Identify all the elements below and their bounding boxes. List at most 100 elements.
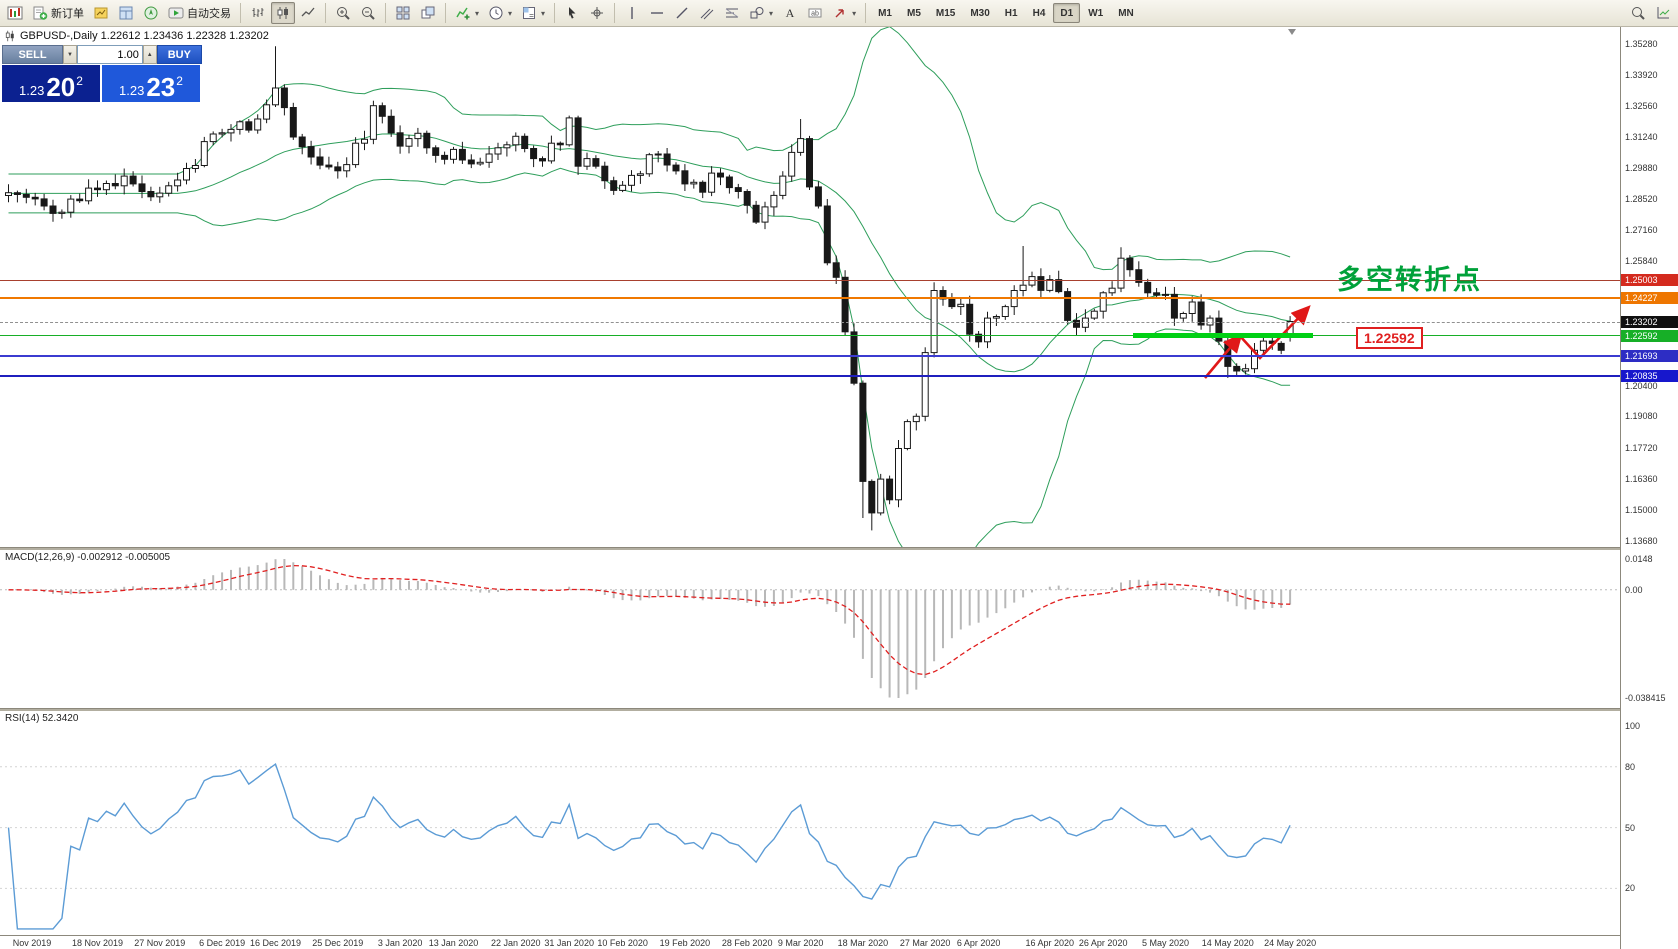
- search-icon[interactable]: [1626, 2, 1650, 24]
- cursor-icon[interactable]: [560, 2, 584, 24]
- rsi-axis-label: 80: [1625, 761, 1636, 772]
- market-watch-icon[interactable]: [89, 2, 113, 24]
- date-axis-label: 31 Jan 2020: [544, 938, 594, 948]
- toolbar-separator: [445, 3, 446, 23]
- annotation-price-label[interactable]: 1.22592: [1356, 327, 1423, 349]
- new-order-button[interactable]: 新订单: [28, 2, 88, 24]
- timeframe-mn[interactable]: MN: [1111, 3, 1141, 23]
- annotation-turning-point[interactable]: 多空转折点: [1337, 265, 1482, 295]
- new-order-label: 新订单: [51, 8, 84, 20]
- channel-tool-icon[interactable]: [695, 2, 719, 24]
- date-axis-label: 16 Apr 2020: [1025, 938, 1075, 948]
- label-tool-icon[interactable]: ab: [803, 2, 827, 24]
- volume-decrease-button[interactable]: ▼: [63, 45, 77, 64]
- hline-1.21693[interactable]: [0, 355, 1620, 358]
- hline-1.22592[interactable]: [0, 335, 1620, 336]
- timeframe-m30[interactable]: M30: [963, 3, 996, 23]
- timeframe-m1[interactable]: M1: [871, 3, 899, 23]
- chart-shift-marker[interactable]: [1288, 29, 1296, 35]
- rsi-pane[interactable]: RSI(14) 52.3420: [0, 710, 1620, 935]
- date-axis-label: 27 Mar 2020: [899, 938, 951, 948]
- sell-price-pipette: 2: [76, 74, 83, 88]
- periods-icon[interactable]: ▾: [484, 2, 516, 24]
- rsi-canvas[interactable]: [0, 710, 1620, 935]
- support-zone-line[interactable]: [1133, 333, 1313, 338]
- toolbar-separator: [554, 3, 556, 23]
- date-axis-label: 28 Feb 2020: [721, 938, 773, 948]
- price-axis[interactable]: 1.35280 1.33920 1.32560 1.31240 1.29880 1.285…: [1620, 27, 1678, 949]
- crosshair-icon[interactable]: [585, 2, 609, 24]
- chart-properties-icon[interactable]: [1651, 2, 1675, 24]
- bar-chart-icon[interactable]: [246, 2, 270, 24]
- date-axis-label: 9 Mar 2020: [777, 938, 824, 948]
- zoom-out-icon[interactable]: [356, 2, 380, 24]
- pane-separator[interactable]: [0, 547, 1678, 550]
- timeframe-h4[interactable]: H4: [1026, 3, 1053, 23]
- bollinger-bands: [8, 27, 1291, 547]
- svg-text:A: A: [786, 6, 795, 20]
- arrows-tool-icon[interactable]: ▾: [828, 2, 860, 24]
- indicators-icon[interactable]: ▾: [451, 2, 483, 24]
- sell-price-main: 20: [46, 71, 76, 102]
- volume-input[interactable]: [76, 45, 143, 64]
- volume-increase-button[interactable]: ▲: [142, 45, 157, 64]
- trendline-tool-icon[interactable]: [670, 2, 694, 24]
- pane-separator[interactable]: [0, 708, 1678, 711]
- macd-axis-label: 0.00: [1625, 584, 1643, 595]
- toolbar-separator: [385, 3, 386, 23]
- macd-pane[interactable]: MACD(12,26,9) -0.002912 -0.005005: [0, 549, 1620, 708]
- price-axis-label: 1.32560: [1625, 101, 1658, 112]
- toolbar-separator: [240, 3, 241, 23]
- date-axis-label: 27 Nov 2019: [134, 938, 186, 948]
- shapes-tool-icon[interactable]: ▾: [745, 2, 777, 24]
- tile-windows-icon[interactable]: [391, 2, 415, 24]
- price-axis-label: 1.29880: [1625, 162, 1658, 173]
- chart-canvas[interactable]: [0, 27, 1620, 547]
- candlestick-chart-icon[interactable]: [271, 2, 295, 24]
- price-axis-label: 1.19080: [1625, 411, 1658, 422]
- zoom-in-icon[interactable]: [331, 2, 355, 24]
- hline-1.25003[interactable]: [0, 279, 1620, 281]
- autotrading-button[interactable]: 自动交易: [164, 2, 235, 24]
- timeframe-m15[interactable]: M15: [929, 3, 962, 23]
- main-chart-pane[interactable]: GBPUSD-,Daily 1.22612 1.23436 1.22328 1.…: [0, 27, 1620, 547]
- timeframe-m5[interactable]: M5: [900, 3, 928, 23]
- rsi-axis-label: 20: [1625, 883, 1636, 894]
- price-axis-label: 1.16360: [1625, 473, 1658, 484]
- fibonacci-tool-icon[interactable]: [720, 2, 744, 24]
- chevron-down-icon: ▾: [508, 8, 513, 18]
- date-axis-label: 6 Apr 2020: [956, 938, 1001, 948]
- macd-canvas[interactable]: [0, 549, 1620, 708]
- date-axis[interactable]: Nov 2019 18 Nov 2019 27 Nov 2019 6 Dec 2019…: [0, 935, 1620, 949]
- hline-1.24227[interactable]: [0, 296, 1620, 299]
- horizontal-line-tool-icon[interactable]: [645, 2, 669, 24]
- cascade-windows-icon[interactable]: [416, 2, 440, 24]
- text-tool-icon[interactable]: A: [778, 2, 802, 24]
- buy-price-pipette: 2: [176, 74, 183, 88]
- timeframe-h1[interactable]: H1: [998, 3, 1025, 23]
- symbol-chart-icon: [5, 30, 14, 42]
- chart-window-icon[interactable]: [3, 2, 27, 24]
- hline-1.23202[interactable]: [0, 321, 1620, 323]
- line-chart-icon[interactable]: [296, 2, 320, 24]
- toolbar-separator: [865, 3, 867, 23]
- price-tag-1.22592: 1.22592: [1621, 329, 1678, 342]
- buy-button[interactable]: BUY: [156, 45, 202, 64]
- chevron-down-icon: ▾: [852, 8, 857, 18]
- timeframe-w1[interactable]: W1: [1081, 3, 1110, 23]
- hline-1.20835[interactable]: [0, 374, 1620, 377]
- templates-icon[interactable]: ▾: [517, 2, 549, 24]
- price-axis-label: 1.33920: [1625, 69, 1658, 80]
- toolbar-separator: [325, 3, 326, 23]
- navigator-icon[interactable]: [139, 2, 163, 24]
- price-axis-label: 1.13680: [1625, 535, 1658, 546]
- symbol-header: GBPUSD-,Daily 1.22612 1.23436 1.22328 1.…: [4, 30, 269, 42]
- sell-button[interactable]: SELL: [2, 45, 64, 64]
- vertical-line-tool-icon[interactable]: [620, 2, 644, 24]
- data-window-icon[interactable]: [114, 2, 138, 24]
- sell-price-display[interactable]: 1.23 20 2: [2, 65, 100, 102]
- timeframe-d1[interactable]: D1: [1053, 3, 1081, 23]
- date-axis-label: 22 Jan 2020: [491, 938, 541, 948]
- buy-price-display[interactable]: 1.23 23 2: [102, 65, 200, 102]
- price-axis-label: 1.17720: [1625, 442, 1658, 453]
